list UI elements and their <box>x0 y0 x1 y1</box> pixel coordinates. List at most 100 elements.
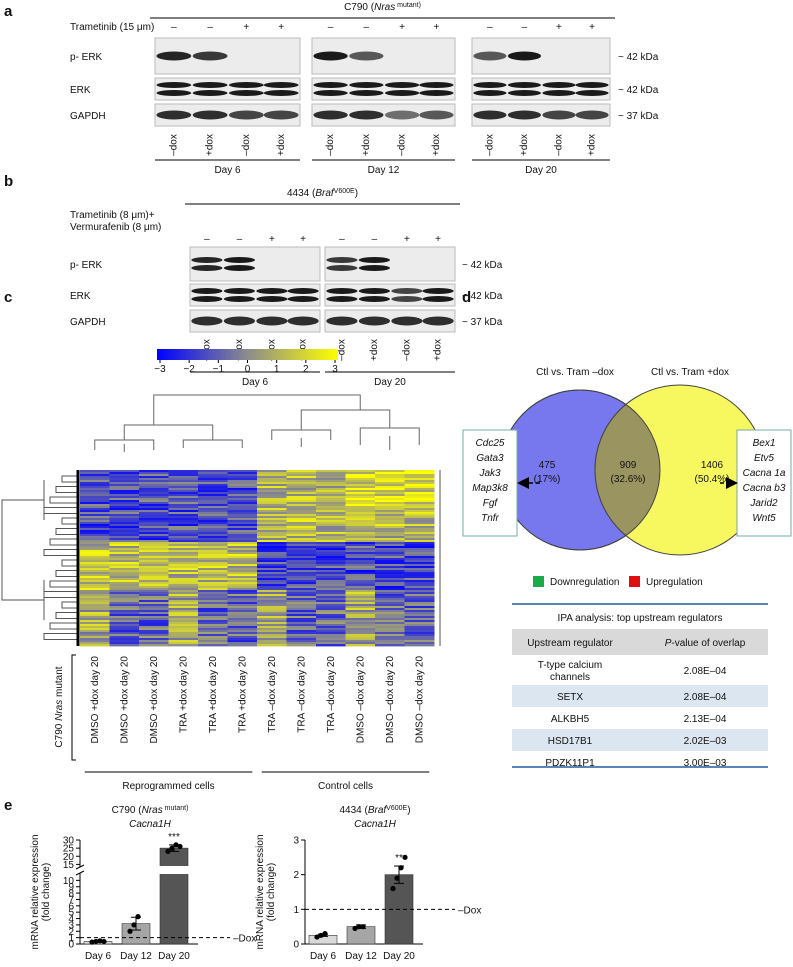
heatmap-cell <box>257 504 287 507</box>
heatmap-cell <box>375 588 405 591</box>
heatmap-cell <box>404 642 435 645</box>
heatmap-cell <box>257 496 287 499</box>
heatmap-cell <box>375 548 405 551</box>
heatmap-cell <box>139 562 169 565</box>
heatmap-cell <box>286 588 317 591</box>
heatmap-cell <box>80 610 110 613</box>
heatmap-cell <box>375 628 405 631</box>
day-label: Day 6 <box>214 165 241 176</box>
text-part: V600E <box>334 188 355 195</box>
heatmap-cell <box>139 614 169 617</box>
heatmap-cell <box>257 560 287 563</box>
side-bracket <box>71 654 76 761</box>
lane-label: –dox <box>168 134 179 156</box>
heatmap-cell <box>80 598 110 601</box>
heatmap-cell <box>286 508 317 511</box>
heatmap-cell <box>227 630 258 633</box>
heatmap-cell <box>257 568 287 571</box>
heatmap-cell <box>227 528 258 531</box>
legend-swatch <box>533 576 544 587</box>
heatmap-cell <box>404 588 435 591</box>
heatmap-cell <box>316 492 346 495</box>
heatmap-cell <box>286 524 317 527</box>
treatment-sign: – <box>372 234 378 245</box>
colorbar-tick-label: 1 <box>274 364 280 375</box>
dendrogram-branch <box>153 394 361 425</box>
heatmap-cell <box>168 596 199 599</box>
heatmap-cell <box>257 618 287 621</box>
heatmap-cell <box>345 504 376 507</box>
heatmap-cell <box>139 588 169 591</box>
heatmap-cell <box>139 584 169 587</box>
heatmap-cell <box>316 614 346 617</box>
heatmap-cell <box>80 550 110 553</box>
heatmap-cell <box>139 600 169 603</box>
heatmap-cell <box>316 642 346 645</box>
band <box>256 288 288 294</box>
heatmap-cell <box>80 628 110 631</box>
heatmap-cell <box>80 516 110 519</box>
treatment-label: Trametinib (15 μm) <box>70 22 154 33</box>
heatmap-cell <box>316 548 346 551</box>
heatmap-cell <box>80 524 110 527</box>
heatmap-cell <box>109 542 140 545</box>
heatmap-cell <box>227 578 258 581</box>
heatmap-cell <box>168 610 199 613</box>
heatmap-cell <box>375 618 405 621</box>
heatmap-cell <box>257 594 287 597</box>
heatmap-cell <box>257 610 287 613</box>
heatmap-cell <box>80 526 110 529</box>
heatmap-cell <box>375 640 405 643</box>
heatmap-cell <box>109 520 140 523</box>
heatmap-cell <box>109 526 140 529</box>
heatmap-cell <box>316 490 346 493</box>
heatmap-cell <box>80 532 110 535</box>
heatmap-cell <box>227 526 258 529</box>
heatmap-cell <box>227 532 258 535</box>
heatmap-cell <box>227 536 258 539</box>
heatmap-cell <box>198 642 228 645</box>
heatmap-cell <box>345 634 376 637</box>
heatmap-cell <box>198 482 228 485</box>
heatmap-cell <box>139 540 169 543</box>
heatmap-cell <box>286 502 317 505</box>
heatmap-cell <box>404 494 435 497</box>
data-point <box>131 922 137 928</box>
heatmap-cell <box>404 600 435 603</box>
heatmap-cell <box>109 488 140 491</box>
heatmap-cell <box>257 628 287 631</box>
heatmap-cell <box>345 500 376 503</box>
heatmap-cell <box>257 558 287 561</box>
heatmap-cell <box>109 532 140 535</box>
heatmap-cell <box>345 556 376 559</box>
band <box>326 296 358 302</box>
heatmap-cell <box>227 500 258 503</box>
heatmap-cell <box>316 480 346 483</box>
dendrogram-branch <box>1 499 44 601</box>
heatmap-cell <box>375 540 405 543</box>
heatmap-cell <box>257 572 287 575</box>
heatmap-cell <box>139 498 169 501</box>
gene-name: Etv5 <box>754 453 774 464</box>
heatmap-cell <box>257 592 287 595</box>
heatmap-cell <box>109 484 140 487</box>
heatmap-cell <box>404 564 435 567</box>
heatmap-cell <box>345 492 376 495</box>
data-point <box>394 875 400 881</box>
heatmap-cell <box>257 556 287 559</box>
legend-swatch <box>629 576 640 587</box>
heatmap-cell <box>198 522 228 525</box>
heatmap-cell <box>375 496 405 499</box>
heatmap-cell <box>316 504 346 507</box>
heatmap-cell <box>109 630 140 633</box>
treatment-label: Vermurafenib (8 μm) <box>70 222 161 233</box>
heatmap-cell <box>345 548 376 551</box>
x-tick-label: Day 6 <box>85 951 112 962</box>
heatmap-cell <box>404 644 435 647</box>
data-point <box>356 924 362 930</box>
heatmap-cell <box>109 588 140 591</box>
heatmap-cell <box>198 480 228 483</box>
heatmap-cell <box>198 516 228 519</box>
heatmap-cell <box>227 610 258 613</box>
heatmap-cell <box>404 578 435 581</box>
